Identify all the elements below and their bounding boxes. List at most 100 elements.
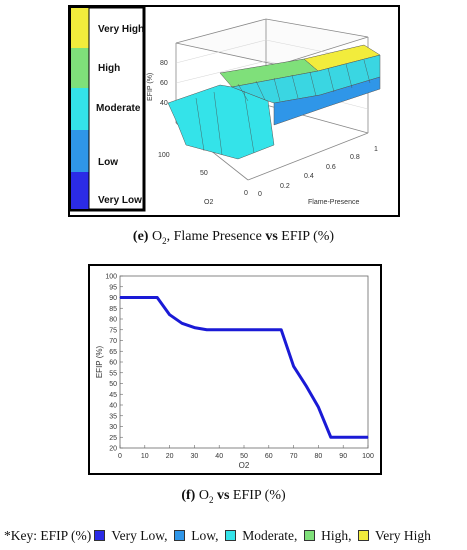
- x-tick-label: 30: [191, 453, 199, 460]
- z-axis-label: EFIP (%): [147, 73, 154, 101]
- key-very-high-swatch: [357, 530, 369, 542]
- key-moderate-label: Moderate,: [242, 528, 298, 543]
- y-tick-label: 90: [109, 295, 117, 302]
- y-tick-label: 85: [109, 306, 117, 313]
- line-chart: 0 10 20 30 40 50 60 70 80 90 100 20 25 30 35 40 45 50 55 60…: [88, 264, 382, 475]
- efip-point: [367, 436, 369, 438]
- legend-very-high-label: Very High: [98, 24, 144, 35]
- legend-moderate-label: Moderate: [96, 103, 141, 114]
- surface-moderate-region: [167, 84, 275, 160]
- efip-point: [193, 327, 195, 329]
- legend-low-label: Low: [98, 157, 118, 168]
- caption-f-letter: (f): [181, 488, 196, 503]
- x-tick-label: 70: [290, 453, 298, 460]
- caption-e-vs: vs: [265, 229, 278, 244]
- efip-point: [243, 329, 245, 331]
- y-tick-label: 70: [109, 338, 117, 345]
- key-low-swatch: [173, 530, 185, 542]
- y-tick-label: 30: [109, 424, 117, 431]
- efip-point: [218, 329, 220, 331]
- y-tick-label: 25: [109, 435, 117, 442]
- key-line: *Key: EFIP (%) Very Low, Low, Moderate, …: [4, 528, 431, 544]
- y-tick-0: 0: [244, 190, 248, 197]
- y-tick-label: 80: [109, 317, 117, 324]
- z-tick-80: 80: [160, 60, 168, 67]
- y-tick-label: 20: [109, 446, 117, 453]
- legend-high-swatch: [71, 48, 89, 88]
- x-tick-label: 20: [166, 453, 174, 460]
- caption-f-o: O: [198, 488, 209, 503]
- x-tick-label: 80: [315, 453, 323, 460]
- efip-point: [169, 314, 171, 316]
- efip-point: [317, 406, 319, 408]
- caption-f: (f) O2 vs EFIP (%): [0, 488, 467, 505]
- y-tick-label: 50: [109, 381, 117, 388]
- legend-moderate-swatch: [71, 88, 89, 130]
- y-tick-label: 35: [109, 413, 117, 420]
- y-tick-label: 75: [109, 327, 117, 334]
- caption-e-sub: 2: [162, 235, 167, 246]
- x-tick-0.2: 0.2: [280, 183, 290, 190]
- y-tick-label: 65: [109, 349, 117, 356]
- efip-point: [206, 329, 208, 331]
- efip-point: [305, 385, 307, 387]
- key-very-low-swatch: [94, 530, 106, 542]
- efip-point: [342, 436, 344, 438]
- efip-point: [119, 297, 121, 298]
- z-tick-60: 60: [160, 80, 168, 87]
- key-high-label: High,: [321, 528, 352, 543]
- y-tick-label: 55: [109, 370, 117, 377]
- x-axis-label: Flame-Presence: [308, 199, 359, 206]
- surface-low-region: [273, 76, 381, 126]
- y-tick-label: 95: [109, 284, 117, 291]
- line-x-axis-label: O2: [239, 461, 250, 470]
- efip-line: [120, 296, 368, 439]
- x-tick-label: 10: [141, 453, 149, 460]
- y-tick-label: 45: [109, 392, 117, 399]
- x-tick-0.4: 0.4: [304, 173, 314, 180]
- efip-point: [156, 297, 158, 298]
- legend-very-low-swatch: [71, 172, 89, 209]
- x-tick-label: 90: [339, 453, 347, 460]
- plot-area: [119, 275, 369, 449]
- y-tick-label: 60: [109, 360, 117, 367]
- line-y-axis-label: EFIP (%): [95, 346, 104, 379]
- key-high-swatch: [303, 530, 315, 542]
- legend-low-swatch: [71, 130, 89, 172]
- x-tick-0: 0: [258, 191, 262, 198]
- z-tick-40: 40: [160, 100, 168, 107]
- efip-point: [181, 322, 183, 324]
- surface-colorbar: Very High High Moderate Low Very Low: [68, 5, 146, 212]
- x-tick-label: 40: [215, 453, 223, 460]
- key-very-low-label: Very Low,: [111, 528, 168, 543]
- key-very-high-label: Very High: [375, 528, 431, 543]
- x-tick-label: 100: [362, 453, 374, 460]
- x-tick-label: 0: [118, 453, 122, 460]
- caption-e-end: EFIP (%): [277, 229, 335, 244]
- y-tick-100: 100: [158, 152, 170, 159]
- efip-point: [330, 436, 332, 438]
- x-tick-0.8: 0.8: [350, 154, 360, 161]
- legend-very-low-label: Very Low: [98, 195, 142, 206]
- caption-e: (e) O2, Flame Presence vs EFIP (%): [0, 229, 467, 246]
- x-tick-label: 50: [240, 453, 248, 460]
- caption-f-vs: vs: [216, 488, 230, 503]
- key-low-label: Low,: [191, 528, 219, 543]
- x-tick-label: 60: [265, 453, 273, 460]
- key-moderate-swatch: [224, 530, 236, 542]
- key-prefix: *Key: EFIP (%): [4, 528, 92, 543]
- x-tick-0.6: 0.6: [326, 164, 336, 171]
- efip-point: [268, 329, 270, 331]
- y-tick-label: 40: [109, 403, 117, 410]
- caption-f-sub: 2: [208, 494, 214, 505]
- caption-e-o: O: [151, 229, 163, 244]
- legend-very-high-swatch: [71, 8, 89, 48]
- y-axis-label: O2: [204, 199, 213, 206]
- efip-point: [280, 329, 282, 331]
- caption-e-mid: , Flame Presence: [166, 229, 266, 244]
- legend-high-label: High: [98, 63, 120, 74]
- caption-e-letter: (e): [132, 229, 149, 244]
- x-tick-1: 1: [374, 146, 378, 153]
- efip-point: [293, 365, 295, 367]
- y-tick-label: 100: [105, 274, 117, 281]
